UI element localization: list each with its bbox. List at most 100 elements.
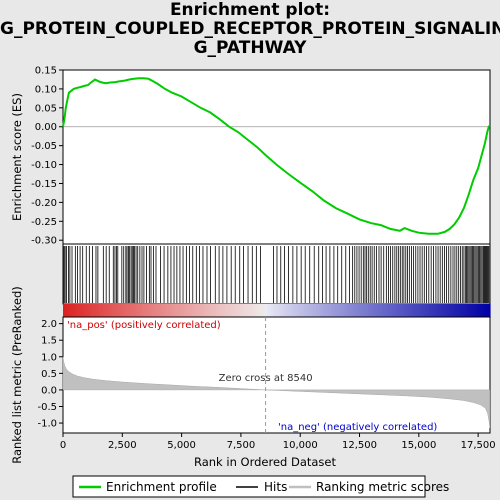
legend-label-enrichment: Enrichment profile — [106, 480, 217, 494]
color-bar-segment — [316, 304, 320, 318]
x-tick-label: 2,500 — [108, 440, 137, 451]
title-line-3: G_PATHWAY — [193, 38, 307, 58]
color-bar-segment — [438, 304, 442, 318]
rank-color-bar — [63, 304, 491, 318]
es-y-axis-label: Enrichment score (ES) — [10, 93, 24, 221]
x-tick-label: 15,000 — [401, 440, 436, 451]
color-bar-segment — [383, 304, 387, 318]
color-bar-segment — [87, 304, 92, 318]
chart-title: Enrichment plot: G_PROTEIN_COUPLED_RECEP… — [0, 1, 500, 58]
color-bar-segment — [218, 304, 223, 318]
positive-correlation-label: 'na_pos' (positively correlated) — [67, 320, 221, 331]
color-bar-segment — [239, 304, 244, 318]
color-bar-segment — [166, 304, 171, 318]
color-bar-segment — [288, 304, 293, 318]
color-bar-segment — [120, 304, 125, 318]
zero-cross-label: Zero cross at 8540 — [219, 373, 313, 384]
color-bar-segment — [407, 304, 412, 318]
es-y-tick-label: 0.00 — [35, 122, 57, 133]
color-bar-segment — [453, 304, 458, 318]
hit-marks — [62, 246, 490, 303]
es-y-tick-label: -0.30 — [31, 236, 57, 247]
x-axis: 0 2,500 5,000 7,500 10,000 12,500 15,000 17,500 — [60, 433, 496, 451]
color-bar-segment — [395, 304, 400, 318]
metric-y-tick-label: 0.0 — [41, 385, 57, 396]
color-bar-segment — [273, 304, 278, 318]
x-tick-label: 17,500 — [461, 440, 496, 451]
color-bar-segment — [242, 304, 247, 318]
color-bar-segment — [188, 304, 192, 318]
title-line-1: Enrichment plot: — [169, 0, 331, 20]
color-bar-segment — [422, 304, 427, 318]
es-y-tick-label: -0.15 — [31, 179, 57, 190]
color-bar-segment — [111, 304, 116, 318]
color-bar-segment — [139, 304, 143, 318]
color-bar-segment — [90, 304, 95, 318]
color-bar-segment — [444, 304, 448, 318]
color-bar-segment — [401, 304, 406, 318]
x-tick-label: 10,000 — [283, 440, 318, 451]
color-bar-segment — [368, 304, 372, 318]
color-bar-segment — [364, 304, 369, 318]
color-bar-segment — [462, 304, 467, 318]
metric-plot-area — [62, 316, 491, 434]
color-bar-segment — [163, 304, 168, 318]
es-panel: 0.15 0.10 0.05 0.00 -0.05 -0.10 -0.15 -0.20 -0.2… — [10, 66, 491, 247]
color-bar-segment — [307, 304, 311, 318]
color-bar-segment — [358, 304, 363, 318]
color-bar-segment — [334, 304, 339, 318]
hits-panel — [62, 243, 491, 305]
color-bar-segment — [285, 304, 290, 318]
es-y-tick-label: 0.10 — [35, 84, 57, 95]
color-bar-segment — [185, 304, 189, 318]
color-bar-segment — [127, 304, 131, 318]
color-bar-segment — [181, 304, 186, 318]
color-bar-segment — [465, 304, 470, 318]
title-line-2: G_PROTEIN_COUPLED_RECEPTOR_PROTEIN_SIGNA… — [0, 19, 500, 39]
color-bar-segment — [102, 304, 107, 318]
color-bar-segment — [282, 304, 287, 318]
color-bar-segment — [392, 304, 397, 318]
color-bar-segment — [346, 304, 351, 318]
color-bar-segment — [227, 304, 232, 318]
color-bar-segment — [157, 304, 162, 318]
color-bar-segment — [206, 304, 210, 318]
color-bar-segment — [474, 304, 479, 318]
color-bar-segment — [450, 304, 454, 318]
color-bar-segment — [178, 304, 183, 318]
color-bar-segment — [486, 304, 491, 318]
color-bar-segment — [328, 304, 332, 318]
color-bar-segment — [117, 304, 122, 318]
color-bar-segment — [197, 304, 201, 318]
color-bar-segment — [441, 304, 445, 318]
color-bar-segment — [236, 304, 241, 318]
color-bar-segment — [322, 304, 326, 318]
color-bar-segment — [151, 304, 156, 318]
hits-plot-area — [62, 243, 491, 305]
metric-y-tick-label: 1.5 — [41, 336, 57, 347]
color-bar-segment — [264, 304, 268, 318]
metric-y-tick-label: -0.5 — [37, 402, 57, 413]
color-bar-segment — [483, 304, 488, 318]
color-bar-segment — [429, 304, 433, 318]
color-bar-segment — [404, 304, 409, 318]
color-bar-segment — [337, 304, 342, 318]
color-bar-segment — [252, 304, 256, 318]
color-bar-segment — [340, 304, 345, 318]
es-y-tick-label: 0.15 — [35, 66, 57, 77]
negative-correlation-label: 'na_neg' (negatively correlated) — [278, 422, 437, 433]
color-bar-segment — [456, 304, 461, 318]
color-bar-segment — [136, 304, 140, 318]
color-bar-segment — [276, 304, 281, 318]
color-bar-segment — [145, 304, 149, 318]
color-bar-segment — [279, 304, 284, 318]
metric-y-axis-label: Ranked list metric (PreRanked) — [10, 286, 24, 464]
metric-y-axis: 2.0 1.5 1.0 0.5 0.0 -0.5 -1.0 — [37, 319, 63, 430]
color-bar-segment — [471, 304, 476, 318]
color-bar-segment — [191, 304, 195, 318]
x-tick-label: 0 — [60, 440, 66, 451]
color-bar-segment — [459, 304, 464, 318]
color-bar-segment — [380, 304, 384, 318]
